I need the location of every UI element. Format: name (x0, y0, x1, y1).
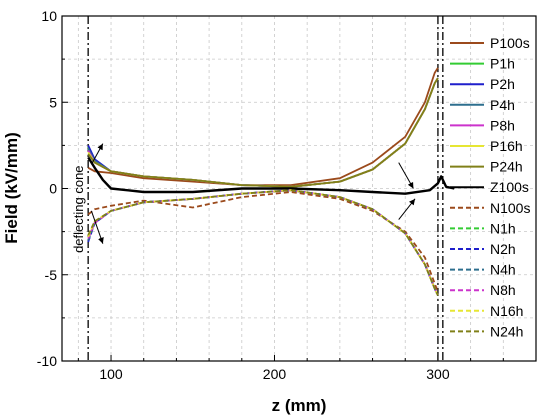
legend-label-p100s: P100s (490, 35, 530, 51)
axes: 100 200 300 -10 -5 0 5 10 (37, 8, 504, 382)
annotation-arrow (90, 143, 104, 165)
x-axis-title: z (mm) (272, 396, 327, 415)
legend-label-n4h: N4h (490, 262, 516, 278)
legend-label-z100s: Z100s (490, 179, 529, 195)
annotation-arrow (90, 210, 104, 244)
y-tick-label: -5 (45, 267, 58, 283)
series-group (87, 67, 455, 296)
legend-label-n100s: N100s (490, 200, 530, 216)
x-tick-label: 200 (263, 366, 287, 382)
series-line-n100s (87, 191, 439, 293)
legend-label-n24h: N24h (490, 323, 523, 339)
y-tick-label: 0 (49, 181, 57, 197)
annotation-arrow (398, 198, 416, 220)
legend-label-p2h: P2h (490, 76, 515, 92)
legend-label-n8h: N8h (490, 282, 516, 298)
reference-lines (87, 16, 444, 361)
annotations: deflecting cone (71, 143, 416, 253)
legend-label-p24h: P24h (490, 159, 523, 175)
series-line-z100s (87, 156, 455, 195)
x-tick-label: 100 (99, 366, 123, 382)
legend-label-p8h: P8h (490, 117, 515, 133)
series-line-p24h (87, 77, 439, 188)
annotation-deflecting-cone: deflecting cone (71, 165, 86, 252)
legend-label-p4h: P4h (490, 97, 515, 113)
y-tick-label: -10 (37, 353, 57, 369)
legend: P100s P1h P2h P4h P8h P16h P24h Z100s N100s N1h N2… (450, 35, 530, 339)
annotation-arrow (398, 162, 414, 189)
legend-label-p1h: P1h (490, 56, 515, 72)
y-tick-label: 5 (49, 94, 57, 110)
legend-label-p16h: P16h (490, 138, 523, 154)
x-tick-label: 300 (426, 366, 450, 382)
legend-label-n2h: N2h (490, 241, 516, 257)
legend-label-n1h: N1h (490, 220, 516, 236)
y-tick-label: 10 (41, 8, 57, 24)
series-line-p100s (87, 67, 439, 187)
y-axis-title: Field (kV/mm) (2, 132, 21, 243)
series-line-n24h (87, 189, 439, 296)
legend-label-n16h: N16h (490, 303, 523, 319)
